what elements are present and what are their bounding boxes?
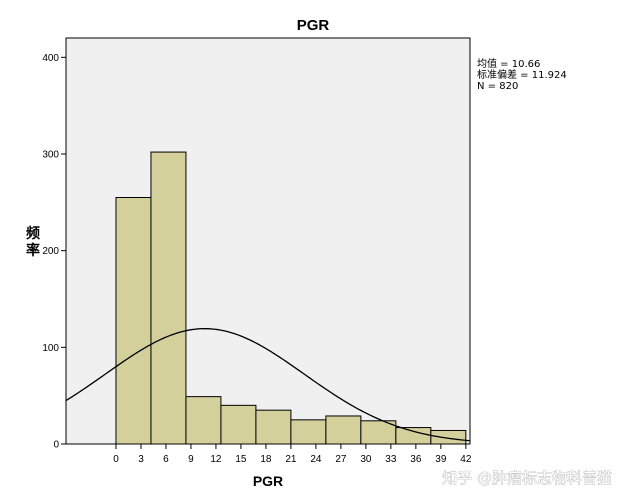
x-tick-label: 21 bbox=[285, 454, 297, 465]
x-tick-label: 30 bbox=[360, 454, 372, 465]
histogram-bar bbox=[255, 409, 292, 445]
histogram-bar bbox=[430, 429, 467, 445]
histogram-bar bbox=[150, 151, 187, 445]
stat-sd: 标准偏差 = 11.924 bbox=[477, 68, 567, 81]
y-tick-label: 200 bbox=[42, 246, 59, 257]
histogram-bar bbox=[395, 427, 432, 445]
x-tick-label: 15 bbox=[235, 454, 247, 465]
watermark: 知乎 @肿瘤标志物科普猫 bbox=[442, 469, 612, 487]
x-tick-label: 36 bbox=[410, 454, 422, 465]
x-tick-label: 24 bbox=[310, 454, 322, 465]
histogram-bar bbox=[220, 404, 257, 445]
x-tick-label: 33 bbox=[385, 454, 397, 465]
y-tick-label: 400 bbox=[42, 53, 59, 64]
histogram-bar bbox=[325, 415, 362, 445]
y-axis-label: 频 率 bbox=[26, 225, 45, 259]
stat-mean: 均值 = 10.66 bbox=[477, 57, 540, 70]
y-tick-label: 100 bbox=[42, 343, 59, 354]
normal-curve bbox=[65, 327, 471, 442]
x-tick-label: 0 bbox=[113, 454, 119, 465]
x-tick-label: 6 bbox=[163, 454, 169, 465]
y-tick-label: 300 bbox=[42, 150, 59, 161]
x-tick-label: 27 bbox=[335, 454, 347, 465]
y-tick-label: 0 bbox=[53, 440, 59, 451]
chart-title: PGR bbox=[297, 17, 330, 34]
x-tick-label: 12 bbox=[210, 454, 222, 465]
x-tick-label: 3 bbox=[138, 454, 144, 465]
x-tick-label: 9 bbox=[188, 454, 194, 465]
histogram-bar bbox=[115, 197, 152, 445]
histogram-bar bbox=[185, 396, 222, 445]
x-axis-label: PGR bbox=[253, 473, 283, 489]
x-tick-label: 18 bbox=[260, 454, 272, 465]
stat-n: N = 820 bbox=[477, 81, 518, 92]
x-tick-label: 42 bbox=[460, 454, 472, 465]
histogram-bar bbox=[290, 419, 327, 445]
x-tick-label: 39 bbox=[435, 454, 447, 465]
